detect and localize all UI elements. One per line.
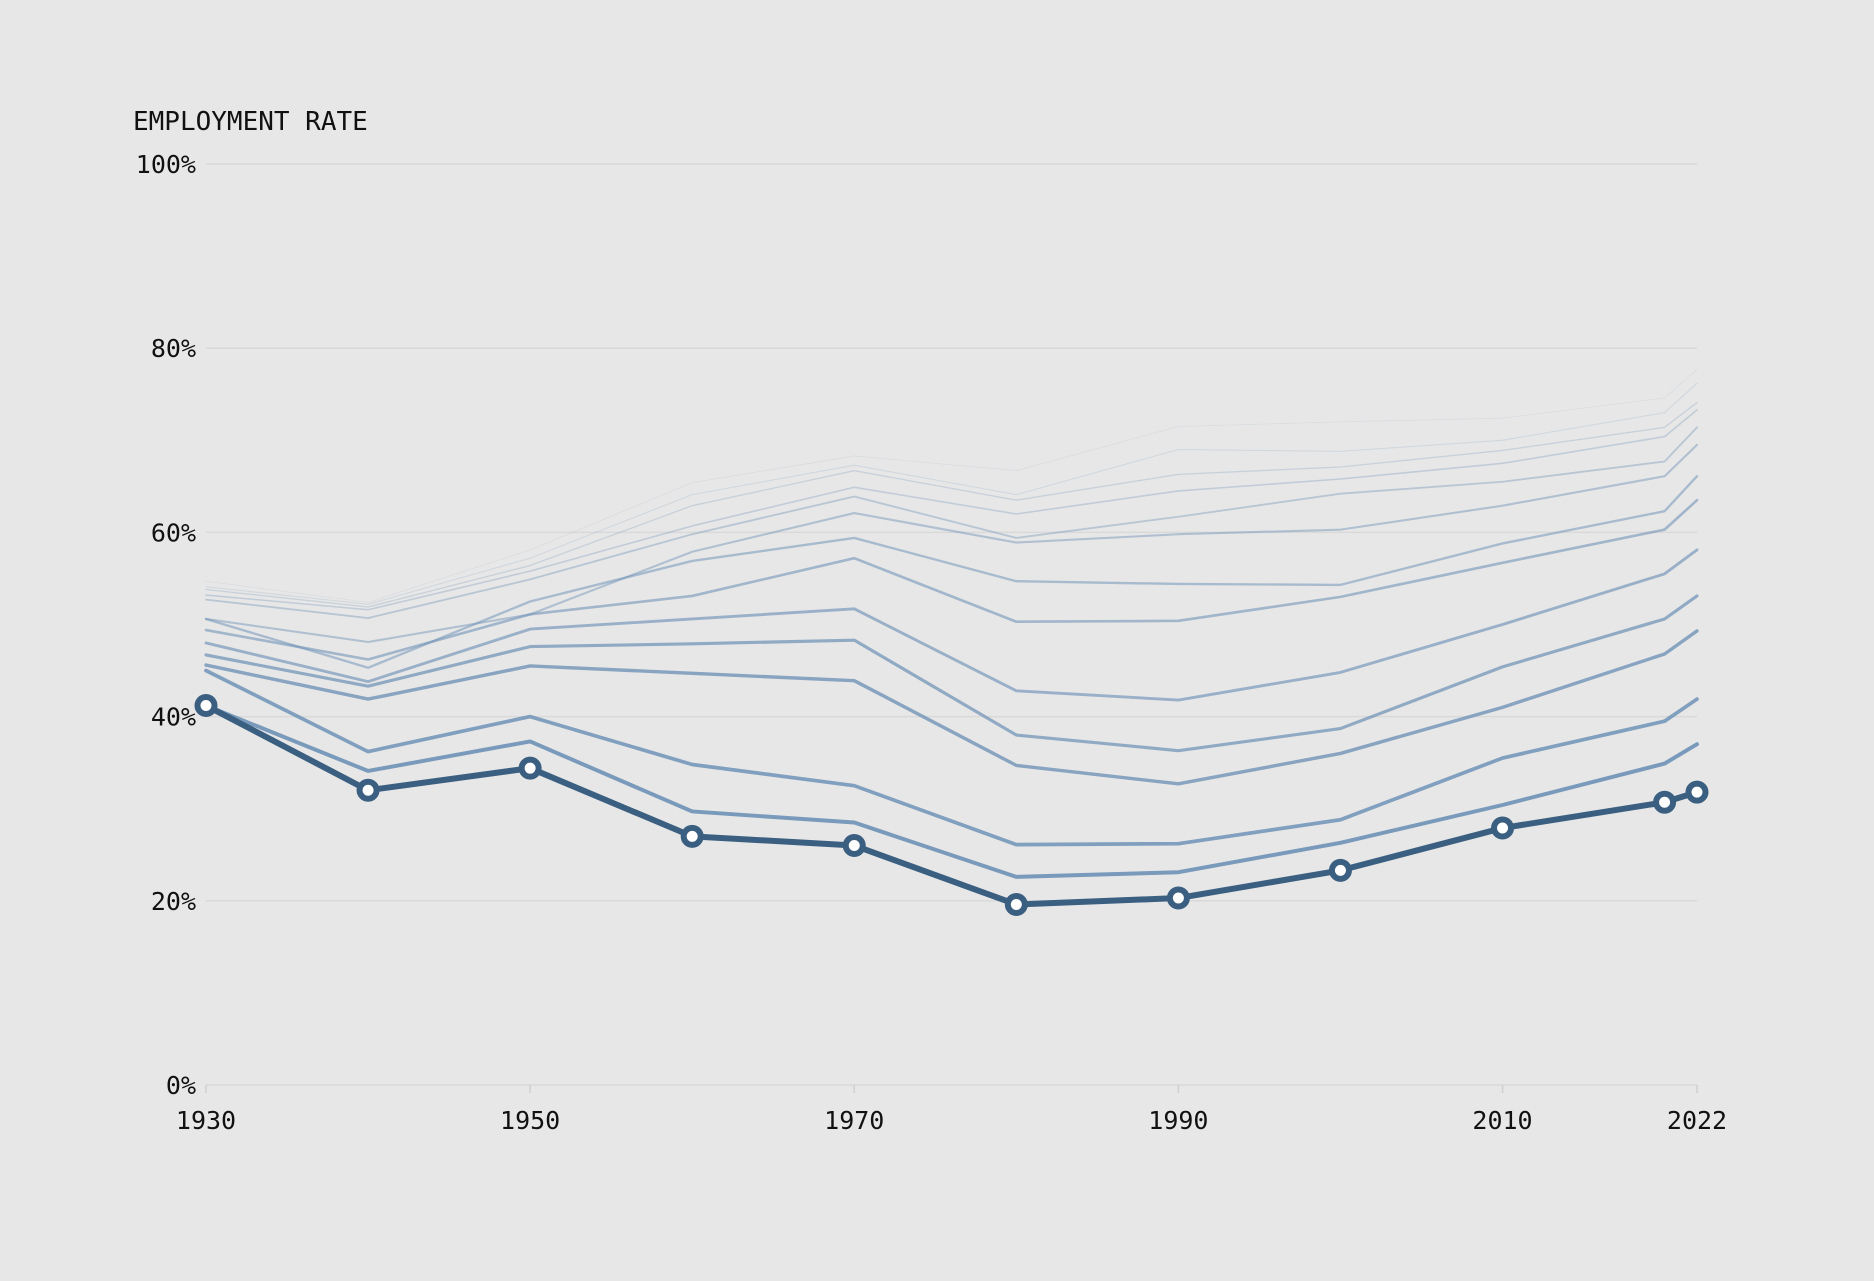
x-tick-label: 1970	[824, 1106, 884, 1135]
highlight-data-point	[1166, 886, 1190, 910]
x-tick-label: 1930	[176, 1106, 236, 1135]
highlight-data-point	[680, 824, 704, 848]
grid-layer	[206, 163, 1697, 1086]
y-tick-label: 60%	[151, 518, 196, 547]
series-line	[204, 594, 1699, 753]
series-line	[205, 382, 1698, 605]
series-line	[204, 668, 1699, 847]
highlight-data-point	[194, 694, 218, 718]
y-tick-label: 100%	[136, 150, 196, 179]
y-tick-label: 0%	[166, 1071, 196, 1100]
y-tick-label: 20%	[151, 887, 196, 916]
axis-layer: EMPLOYMENT RATE 0% 20% 40% 60% 80% 100% 1930 19…	[133, 107, 1727, 1135]
y-tick-label: 80%	[151, 334, 196, 363]
highlight-series-line	[203, 702, 1700, 908]
x-tick-label: 1950	[500, 1106, 560, 1135]
highlight-data-point	[842, 834, 866, 858]
x-tick-label: 1990	[1148, 1106, 1208, 1135]
highlight-data-point	[1491, 816, 1515, 840]
series-line	[204, 703, 1699, 879]
marker-layer	[194, 694, 1709, 916]
y-axis-title: EMPLOYMENT RATE	[133, 107, 368, 137]
series-line	[204, 475, 1699, 669]
highlight-data-point	[1685, 780, 1709, 804]
series-layer	[203, 368, 1700, 908]
x-tick-label: 2022	[1667, 1106, 1727, 1135]
series-line	[205, 409, 1698, 611]
y-tick-label: 40%	[151, 703, 196, 732]
highlight-data-point	[1004, 892, 1028, 916]
series-line	[204, 443, 1699, 644]
series-line	[205, 401, 1698, 608]
series-line	[204, 548, 1699, 702]
highlight-data-point	[1653, 790, 1677, 814]
series-line	[204, 629, 1699, 786]
highlight-data-point	[518, 756, 542, 780]
series-line	[205, 426, 1698, 619]
highlight-data-point	[1328, 858, 1352, 882]
series-line	[204, 498, 1699, 661]
highlight-data-point	[356, 778, 380, 802]
x-tick-label: 2010	[1472, 1106, 1532, 1135]
series-line	[205, 368, 1698, 603]
